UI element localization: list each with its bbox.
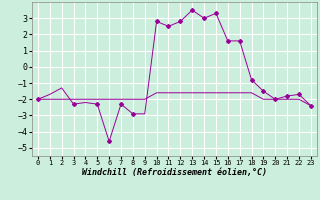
X-axis label: Windchill (Refroidissement éolien,°C): Windchill (Refroidissement éolien,°C) <box>82 168 267 177</box>
